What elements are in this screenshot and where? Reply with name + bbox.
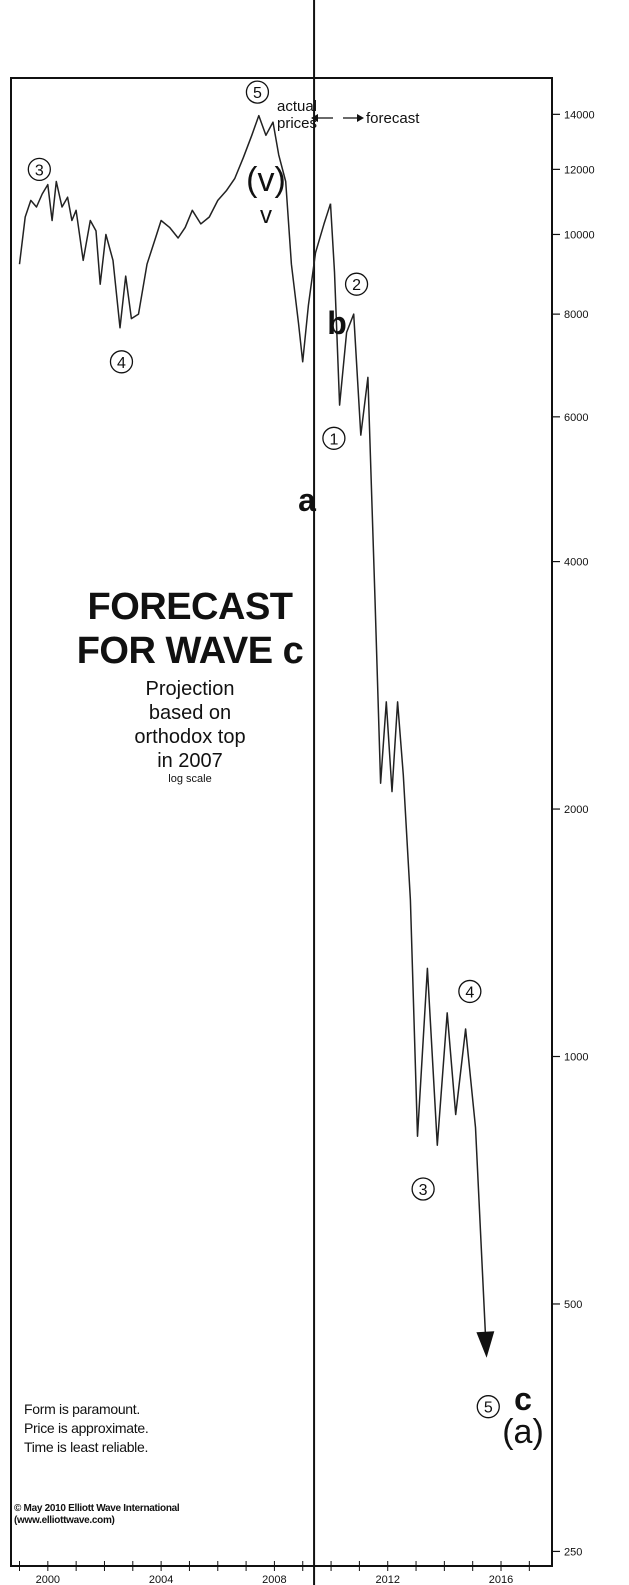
y-tick-label: 10000	[564, 229, 595, 241]
y-tick-label: 2000	[564, 804, 588, 816]
wave-circle	[109, 350, 134, 374]
forecast-label: forecast	[366, 110, 420, 127]
wave-label-a: a	[298, 482, 316, 518]
wave-circle	[322, 426, 346, 450]
copyright-line1: © May 2010 Elliott Wave International	[14, 1503, 180, 1514]
header-arrows	[311, 114, 364, 122]
y-axis: 14000 12000 10000 8000 6000 4000 2000 1000 500 25…	[552, 109, 595, 1558]
actual-prices-label: actual prices	[270, 98, 324, 132]
scale-note: log scale	[168, 773, 212, 785]
y-tick-label: 250	[564, 1546, 582, 1558]
x-tick-label: 2012	[375, 1574, 399, 1585]
x-tick-label: 2008	[262, 1574, 286, 1585]
subtitle-line1: Projection	[145, 678, 235, 700]
chart-title: FORECAST FOR WAVE c Projection based on …	[40, 585, 340, 785]
title-line1: FORECAST	[87, 586, 294, 628]
wave-label-c: c	[514, 1381, 532, 1417]
disclaimer-line2: Price is approximate.	[24, 1420, 149, 1436]
disclaimer: Form is paramount. Price is approximate.…	[24, 1400, 149, 1457]
wave-label-b: b	[327, 305, 347, 341]
forecast-line	[329, 203, 487, 1334]
wave-number: 5	[253, 85, 262, 102]
wave-number: 1	[329, 431, 338, 448]
y-tick-label: 8000	[564, 309, 588, 321]
copyright: © May 2010 Elliott Wave International (w…	[14, 1503, 180, 1527]
wave-number: 3	[419, 1182, 428, 1199]
subtitle-line4: in 2007	[157, 750, 223, 772]
y-tick-label: 14000	[564, 109, 595, 121]
y-tick-label: 4000	[564, 557, 588, 569]
y-tick-label: 1000	[564, 1052, 588, 1064]
forecast-arrowhead	[476, 1331, 495, 1358]
wave-circle	[27, 157, 51, 182]
actual-label-line2: prices	[276, 115, 317, 132]
wave-circle	[411, 1177, 435, 1201]
wave-number: 2	[352, 277, 361, 294]
wave-number: 5	[484, 1400, 493, 1417]
wave-circle	[344, 272, 369, 296]
wave-label-v-paren: (v)	[246, 161, 286, 199]
x-tick-label: 2004	[149, 1574, 173, 1585]
actual-label-line1: actual	[276, 98, 318, 115]
wave-number: 4	[465, 984, 474, 1001]
wave-number: 3	[35, 162, 44, 179]
wave-number: 4	[117, 355, 126, 372]
wave-markers: 3 4 5 1 2 3 4 5	[27, 80, 500, 1419]
y-tick-label: 500	[564, 1299, 582, 1311]
actual-price-line	[18, 114, 332, 363]
copyright-line2: (www.elliottwave.com)	[14, 1515, 115, 1526]
subtitle-line3: orthodox top	[134, 726, 246, 748]
chart-frame	[10, 77, 553, 1567]
wave-label-small-v: v	[260, 202, 272, 229]
x-tick-label: 2000	[36, 1574, 60, 1585]
wave-circle	[245, 80, 270, 104]
x-axis: 2000 2004 2008 2012 2016	[18, 1561, 530, 1585]
disclaimer-line1: Form is paramount.	[24, 1401, 140, 1417]
x-tick-label: 2016	[489, 1574, 513, 1585]
subtitle-line2: based on	[148, 702, 232, 724]
wave-circle	[476, 1395, 500, 1419]
wave-label-a-paren: (a)	[502, 1413, 544, 1451]
y-tick-label: 12000	[564, 164, 595, 176]
y-tick-label: 6000	[564, 412, 588, 424]
wave-circle	[458, 979, 482, 1004]
disclaimer-line3: Time is least reliable.	[24, 1439, 149, 1455]
title-line2: FOR WAVE c	[76, 630, 304, 672]
